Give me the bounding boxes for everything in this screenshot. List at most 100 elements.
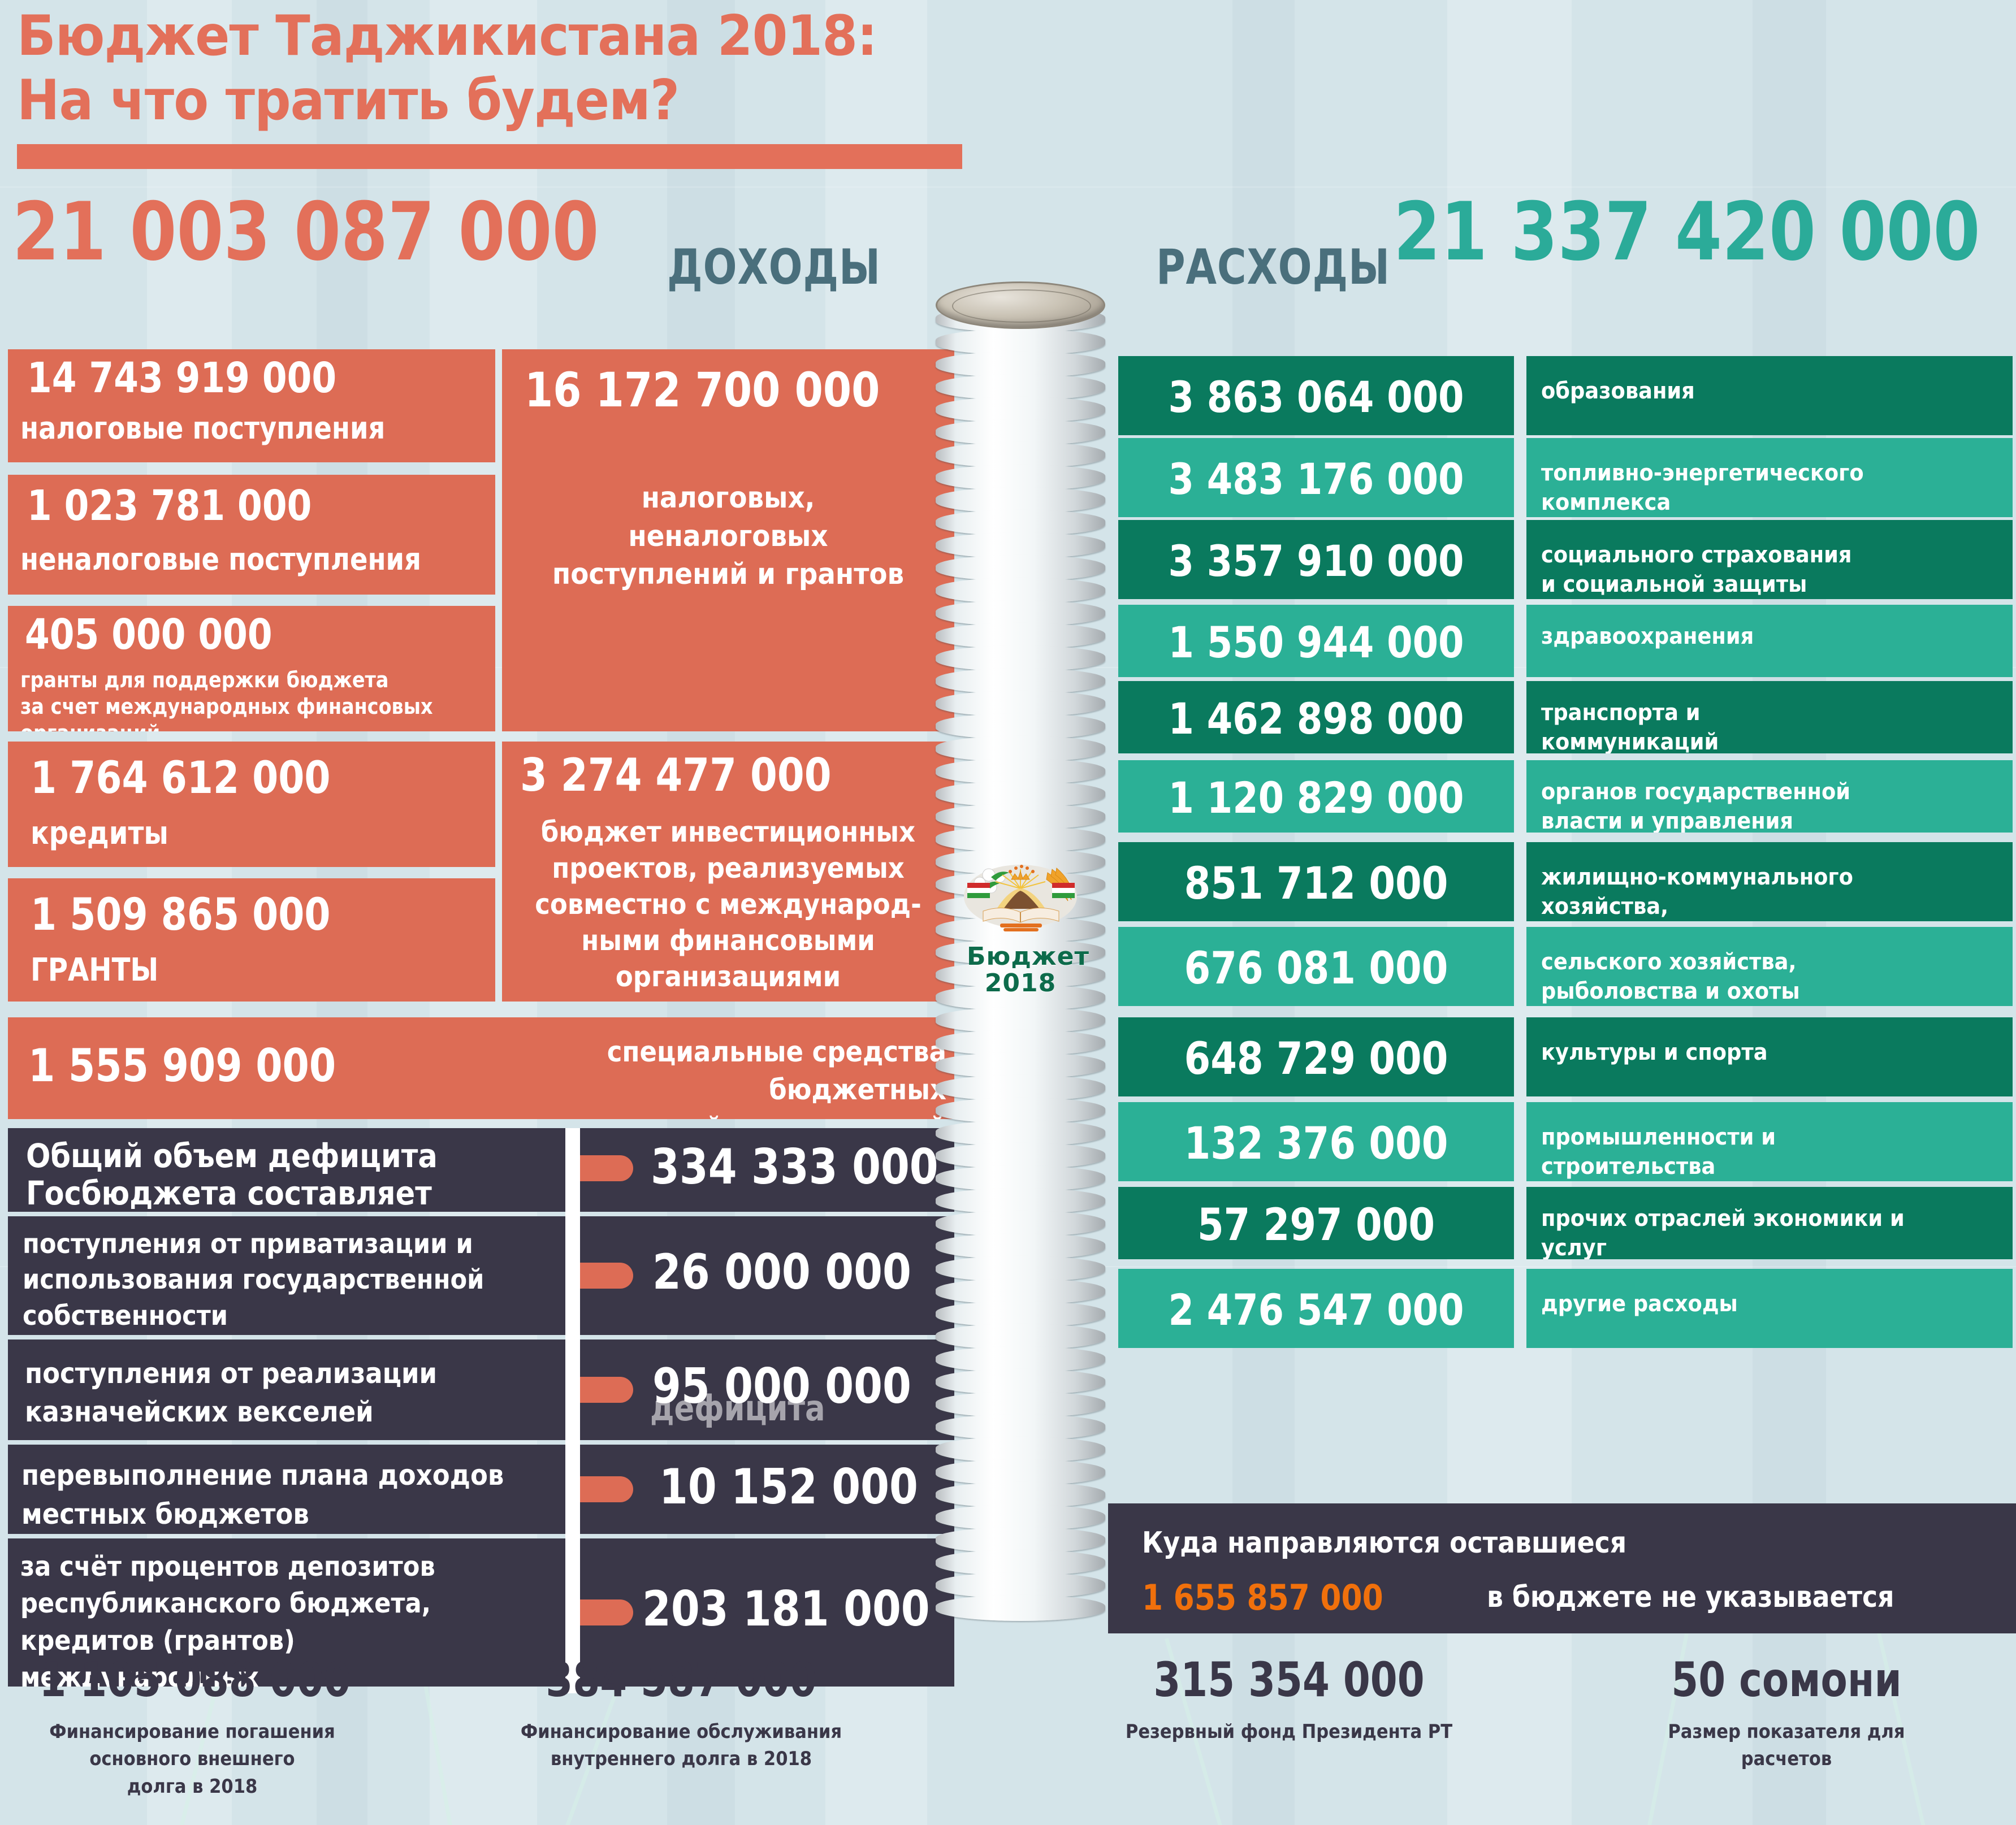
expense-value: 2 476 547 000: [1168, 1285, 1464, 1335]
footer-item-indicator-size: 50 сомони Размер показателя для расчетов: [1577, 1656, 1996, 1773]
coin-ring: [936, 1595, 1105, 1621]
expense-row-caption: сельского хозяйства, рыболовства и охоты: [1526, 927, 2013, 1006]
deficit-value: 26 000 000: [652, 1244, 911, 1301]
remainder-question: Куда направляются оставшиеся: [1142, 1526, 1627, 1560]
expense-caption: здравоохранения: [1541, 623, 1754, 649]
expense-row-caption: здравоохранения: [1526, 605, 2013, 677]
coin-ring: [936, 1256, 1105, 1282]
deficit-row-privatization-value: 26 000 000: [580, 1216, 954, 1335]
coin-ring: [936, 691, 1105, 717]
coin-ring: [936, 1505, 1105, 1531]
expense-row-caption: топливно-энергетического комплекса: [1526, 438, 2013, 517]
income-block-special-funds: 1 555 909 000 специальные средства бюдже…: [8, 1017, 954, 1119]
deficit-value: 203 181 000: [642, 1581, 930, 1637]
expense-value: 1 550 944 000: [1168, 617, 1464, 667]
deficit-row-local-budget-overperform-value: 10 152 000: [580, 1445, 954, 1534]
coin-ring: [936, 374, 1105, 400]
deficit-caption: перевыполнение плана доходов местных бюд…: [21, 1459, 504, 1531]
expense-value: 851 712 000: [1184, 859, 1448, 909]
coin-ring: [936, 962, 1105, 988]
footer-caption: Резервный фонд Президента РТ: [1125, 1720, 1453, 1743]
coin-ring: [936, 1007, 1105, 1033]
coin-ring: [936, 1572, 1105, 1598]
coin-ring: [936, 758, 1105, 784]
coin-ring: [936, 1098, 1105, 1124]
expense-value: 648 729 000: [1184, 1034, 1448, 1085]
income-caption: неналоговые поступления: [20, 541, 421, 577]
income-block-grants: 1 509 865 000 ГРАНТЫ: [8, 878, 495, 1002]
footer-value: 384 587 000: [546, 1652, 817, 1707]
income-caption: налоговых, неналоговых поступлений и гра…: [552, 481, 905, 592]
tajikistan-emblem-icon: [964, 865, 1077, 931]
coin-ring: [936, 1030, 1105, 1056]
deficit-value: 334 333 000: [651, 1139, 938, 1195]
coin-ring: [936, 1414, 1105, 1440]
coin-ring: [936, 600, 1105, 626]
deficit-ghost-label: дефицита: [650, 1388, 825, 1429]
income-caption: бюджет инвестиционных проектов, реализуе…: [535, 816, 922, 993]
coin-ring: [936, 329, 1105, 355]
coin-ring: [936, 487, 1105, 513]
expense-row-value: 3 483 176 000: [1118, 438, 1514, 517]
expense-caption: образования: [1541, 378, 1695, 404]
expense-caption: социального страхования и социальной защ…: [1541, 542, 1852, 597]
coin-top-face: [936, 281, 1105, 329]
expense-caption: органов государственной власти и управле…: [1541, 779, 1851, 833]
page-title: Бюджет Таджикистана 2018: На что тратить…: [17, 4, 877, 133]
expense-row-value: 1 550 944 000: [1118, 605, 1514, 677]
expense-value: 3 863 064 000: [1168, 372, 1464, 422]
footer-item-external-debt: 1 105 088 000 Финансирование погашения о…: [6, 1656, 379, 1800]
expense-caption: сельского хозяйства, рыболовства и охоты: [1541, 949, 1800, 1004]
deficit-caption: Общий объем дефицита Госбюджета составля…: [26, 1137, 438, 1212]
deficit-row-deposit-interest-caption: за счёт процентов депозитов республиканс…: [8, 1538, 580, 1687]
coin-ring: [936, 1346, 1105, 1372]
footer-value: 315 354 000: [1153, 1652, 1425, 1707]
coin-ring: [936, 1278, 1105, 1304]
income-caption: специальные средства бюджетных учреждени…: [537, 1035, 946, 1119]
coin-ring: [936, 645, 1105, 671]
coin-ring: [936, 1391, 1105, 1417]
coin-ring: [936, 1075, 1105, 1101]
deficit-value: 10 152 000: [659, 1459, 918, 1515]
remainder-amount: 1 655 857 000: [1142, 1577, 1383, 1618]
income-value: 1 023 781 000: [27, 482, 312, 530]
coin-ring: [936, 1437, 1105, 1463]
expense-row-value: 57 297 000: [1118, 1187, 1514, 1259]
coin-ring: [936, 1165, 1105, 1191]
income-block-credits: 1 764 612 000 кредиты: [8, 742, 495, 867]
expense-row-value: 1 462 898 000: [1118, 681, 1514, 753]
expense-value: 3 483 176 000: [1168, 454, 1464, 504]
coin-ring: [936, 1301, 1105, 1327]
deficit-row-total-caption: Общий объем дефицита Госбюджета составля…: [8, 1128, 580, 1212]
coin-ring: [936, 804, 1105, 830]
deficit-vertical-divider: [565, 1128, 580, 1693]
expense-caption: прочих отраслей экономики и услуг: [1541, 1206, 1905, 1259]
coin-ring: [936, 939, 1105, 965]
expense-row-value: 648 729 000: [1118, 1017, 1514, 1096]
expense-value: 57 297 000: [1197, 1200, 1435, 1251]
expense-value: 1 120 829 000: [1168, 773, 1464, 823]
income-value: 1 509 865 000: [31, 890, 331, 940]
remainder-box: [1108, 1503, 2016, 1633]
income-caption: налоговые поступления: [20, 410, 386, 446]
expense-row-caption: жилищно-коммунального хозяйства, экологи…: [1526, 842, 2013, 921]
footer-caption: Размер показателя для расчетов: [1668, 1720, 1905, 1771]
coin-ring: [936, 1120, 1105, 1146]
coin-ring: [936, 781, 1105, 807]
deficit-row-treasury-bills-caption: поступления от реализации казначейских в…: [8, 1340, 580, 1440]
coin-caption-line1: Бюджет: [967, 942, 1089, 971]
income-value: 405 000 000: [25, 610, 272, 659]
coin-ring: [936, 397, 1105, 423]
coin-ring: [936, 826, 1105, 852]
expense-row-caption: транспорта и коммуникаций: [1526, 681, 2013, 753]
coin-ring: [936, 578, 1105, 604]
income-value: 1 764 612 000: [31, 753, 331, 804]
coin-caption: Бюджет 2018: [967, 942, 1089, 996]
expense-row-value: 3 863 064 000: [1118, 356, 1514, 435]
deficit-row-total-value: 334 333 000: [580, 1128, 954, 1212]
income-caption: ГРАНТЫ: [31, 952, 159, 989]
deficit-caption: поступления от приватизации и использова…: [23, 1228, 484, 1332]
coin-ring: [936, 1324, 1105, 1350]
coin-ring: [936, 1188, 1105, 1214]
coin-ring: [936, 668, 1105, 694]
